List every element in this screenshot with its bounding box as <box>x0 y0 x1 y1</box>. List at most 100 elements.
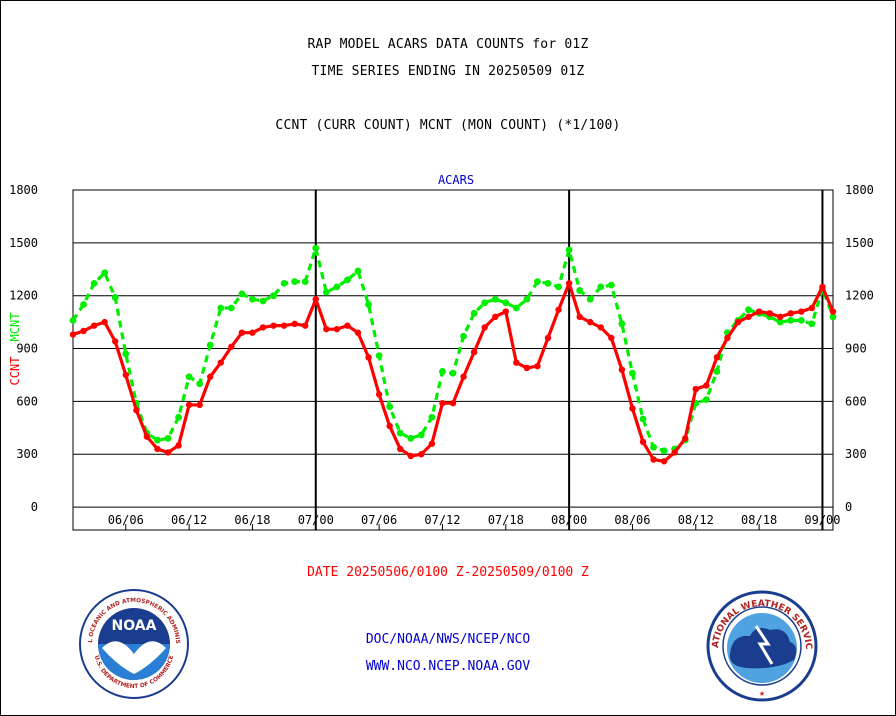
data-point-ccnt <box>755 308 763 315</box>
y-tick-label-right: 1200 <box>845 289 874 303</box>
data-point-mcnt <box>344 276 351 284</box>
data-point-mcnt <box>259 297 267 305</box>
y-tick-label-left: 300 <box>16 447 38 461</box>
data-point-mcnt <box>417 431 425 439</box>
data-point-ccnt <box>175 442 182 449</box>
data-point-ccnt <box>302 322 309 329</box>
label-layer: 0 0 300 300 600 600 900 900 1200 1200 1500 1500 1800… <box>8 173 874 527</box>
data-point-mcnt <box>650 443 657 451</box>
data-point-ccnt <box>460 373 467 380</box>
data-point-mcnt <box>291 278 299 286</box>
data-point-ccnt <box>819 283 826 291</box>
data-point-ccnt <box>428 440 436 447</box>
data-point-ccnt <box>291 320 298 328</box>
data-point-mcnt <box>565 246 573 254</box>
date-range: DATE 20250506/0100 Z-20250509/0100 Z <box>307 565 589 580</box>
data-point-ccnt <box>734 318 742 326</box>
data-point-mcnt <box>502 299 510 307</box>
data-point-ccnt <box>798 308 805 315</box>
data-point-ccnt <box>523 364 531 372</box>
data-point-ccnt <box>555 306 562 313</box>
data-point-ccnt <box>587 318 594 326</box>
x-tick-label: 07/18 <box>488 513 524 527</box>
y-tick-label-left: 1800 <box>9 183 38 197</box>
header-line-2: TIME SERIES ENDING IN 20250509 01Z <box>311 64 585 79</box>
data-point-mcnt <box>101 269 109 277</box>
nws-logo: ★ NATIONAL WEATHER SERVICE <box>706 590 818 702</box>
data-point-ccnt <box>692 385 699 393</box>
data-point-mcnt <box>249 295 256 303</box>
series-layer <box>69 244 837 465</box>
y-tick-label-right: 900 <box>845 342 867 356</box>
data-point-ccnt <box>185 401 193 409</box>
data-point-mcnt <box>407 434 415 442</box>
data-point-ccnt <box>238 329 246 336</box>
data-point-ccnt <box>829 308 837 315</box>
y-tick-label-right: 600 <box>845 394 867 408</box>
data-point-ccnt <box>608 334 615 342</box>
data-point-ccnt <box>133 407 140 414</box>
y-tick-label-right: 300 <box>845 447 867 461</box>
y-tick-label-left: 1200 <box>9 289 38 303</box>
data-point-ccnt <box>101 318 108 326</box>
x-tick-label: 06/18 <box>234 513 270 527</box>
data-point-ccnt <box>502 308 509 315</box>
data-point-mcnt <box>386 403 394 411</box>
plot-frame <box>72 189 834 531</box>
website-link[interactable]: WWW.NCO.NCEP.NOAA.GOV <box>365 659 531 674</box>
data-point-ccnt <box>80 327 87 335</box>
chart-title: ACARS <box>438 173 474 187</box>
data-point-ccnt <box>69 331 77 338</box>
x-tick-label: 08/06 <box>614 513 650 527</box>
data-point-mcnt <box>629 369 636 377</box>
data-point-mcnt <box>491 295 499 303</box>
data-point-mcnt <box>217 304 225 312</box>
data-point-mcnt <box>702 396 710 404</box>
data-point-mcnt <box>122 350 130 358</box>
data-point-ccnt <box>259 324 267 331</box>
data-point-mcnt <box>80 301 87 308</box>
data-point-ccnt <box>112 338 119 345</box>
data-point-ccnt <box>375 391 383 398</box>
data-point-ccnt <box>90 322 98 329</box>
data-point-mcnt <box>776 318 784 326</box>
y-tick-label-right: 1500 <box>845 236 874 250</box>
y-axis-label-ccnt: CCNT <box>8 357 22 386</box>
x-tick-label: 08/00 <box>551 513 587 527</box>
data-point-mcnt <box>206 341 214 349</box>
data-point-mcnt <box>460 332 467 340</box>
data-point-mcnt <box>280 279 288 287</box>
data-point-ccnt <box>671 449 678 456</box>
data-point-mcnt <box>787 316 795 324</box>
data-point-mcnt <box>354 267 362 275</box>
data-point-mcnt <box>322 288 330 296</box>
data-point-ccnt <box>397 445 404 453</box>
data-point-ccnt <box>228 343 235 350</box>
data-point-ccnt <box>565 280 573 287</box>
data-point-mcnt <box>829 313 837 321</box>
data-point-ccnt <box>713 354 721 361</box>
grid-layer <box>73 189 833 508</box>
data-point-mcnt <box>164 434 172 442</box>
data-point-mcnt <box>470 309 478 317</box>
data-point-ccnt <box>618 366 626 373</box>
x-tick-label: 07/06 <box>361 513 397 527</box>
data-point-mcnt <box>808 320 816 328</box>
data-point-mcnt <box>90 279 98 287</box>
data-point-ccnt <box>354 329 362 336</box>
data-point-ccnt <box>217 359 224 366</box>
data-point-ccnt <box>808 304 816 312</box>
data-point-mcnt <box>227 304 235 312</box>
data-point-ccnt <box>439 399 446 407</box>
data-point-mcnt <box>428 413 436 421</box>
x-tick-label: 07/12 <box>424 513 460 527</box>
data-point-mcnt <box>185 373 193 381</box>
data-point-mcnt <box>512 304 520 312</box>
data-point-ccnt <box>323 325 330 333</box>
data-point-ccnt <box>280 322 288 329</box>
data-point-ccnt <box>513 359 520 366</box>
data-point-ccnt <box>745 313 752 321</box>
data-point-mcnt <box>270 292 277 300</box>
noaa-logo-text: NOAA <box>112 618 157 634</box>
